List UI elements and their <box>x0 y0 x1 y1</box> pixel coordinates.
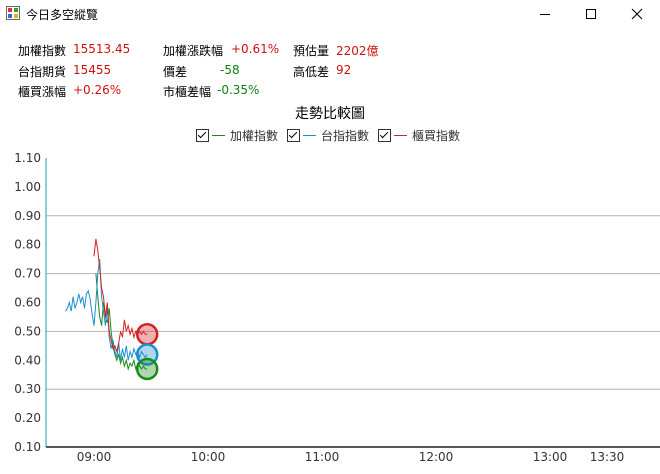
stat-label-taiex-change: 加權漲跌幅 <box>163 44 224 58</box>
stat-value-spread: -58 <box>220 63 240 77</box>
legend-label-futures: 台指指數 <box>321 128 370 143</box>
legend-swatch-otc <box>394 134 408 136</box>
y-tick-label: 1.00 <box>14 180 41 194</box>
y-tick-label: 0.30 <box>14 382 41 396</box>
y-tick-label: 0.20 <box>14 411 41 425</box>
stat-value-taiex: 15513.45 <box>73 42 131 56</box>
close-icon <box>631 8 643 20</box>
legend-checkbox-futures[interactable] <box>287 128 301 142</box>
app-icon <box>6 6 20 20</box>
x-tick-label: 09:00 <box>77 450 112 464</box>
stat-label-futures: 台指期貨 <box>18 65 67 79</box>
chart-title: 走勢比較圖 <box>295 106 365 122</box>
y-tick-label: 1.10 <box>14 151 41 165</box>
stat-label-spread: 價差 <box>163 65 188 79</box>
stat-value-taiex-change: +0.61% <box>231 42 280 56</box>
legend-item-futures: 台指指數 <box>287 127 369 144</box>
title-bar: 今日多空縱覽 <box>0 0 660 28</box>
legend-swatch-taiex <box>212 134 225 136</box>
x-tick-label: 10:00 <box>191 450 226 464</box>
legend-swatch-futures <box>303 134 317 136</box>
stat-label-market-diff: 市櫃差幅 <box>163 85 212 99</box>
series-line <box>65 259 148 361</box>
y-tick-label: 0.10 <box>14 440 41 454</box>
legend-item-taiex: 加權指數 <box>196 127 278 144</box>
trend-comparison-chart: 0.10 0.20 0.30 0.40 0.50 0.60 0.70 0.80 0.90 1.00… <box>14 151 660 464</box>
x-tick-label: 13:00 <box>533 450 568 464</box>
legend-label-otc: 櫃買指數 <box>412 128 461 143</box>
maximize-icon <box>586 9 596 19</box>
x-tick-label: 13:30 <box>590 450 625 464</box>
close-button[interactable] <box>614 0 660 28</box>
stat-label-high-low: 高低差 <box>293 65 330 79</box>
legend-checkbox-otc[interactable] <box>378 128 392 142</box>
y-tick-label: 0.50 <box>14 324 41 338</box>
y-tick-label: 0.70 <box>14 267 41 281</box>
x-tick-label: 12:00 <box>419 450 454 464</box>
stat-value-futures: 15455 <box>73 63 112 77</box>
stat-value-otc-change: +0.26% <box>73 83 122 97</box>
minimize-icon <box>540 14 550 15</box>
maximize-button[interactable] <box>568 0 614 28</box>
stat-value-market-diff: -0.35% <box>217 83 260 97</box>
y-tick-label: 0.60 <box>14 296 41 310</box>
y-tick-label: 0.90 <box>14 209 41 223</box>
series-end-marker <box>135 323 159 346</box>
minimize-button[interactable] <box>522 0 568 28</box>
chart-legend: 加權指數 台指指數 櫃買指數 <box>196 127 469 143</box>
stat-value-est-volume: 2202億 <box>336 44 379 58</box>
window-title: 今日多空縱覽 <box>26 8 99 22</box>
x-tick-label: 11:00 <box>305 450 340 464</box>
series-end-marker <box>135 357 159 381</box>
stat-value-high-low: 92 <box>336 63 352 77</box>
stat-label-est-volume: 預估量 <box>293 44 330 58</box>
legend-label-taiex: 加權指數 <box>230 128 279 143</box>
legend-item-otc: 櫃買指數 <box>378 127 460 144</box>
stat-label-otc-change: 櫃買漲幅 <box>18 85 67 99</box>
y-tick-label: 0.80 <box>14 238 41 252</box>
stat-label-taiex: 加權指數 <box>18 44 67 58</box>
y-tick-label: 0.40 <box>14 353 41 367</box>
legend-checkbox-taiex[interactable] <box>196 128 209 142</box>
